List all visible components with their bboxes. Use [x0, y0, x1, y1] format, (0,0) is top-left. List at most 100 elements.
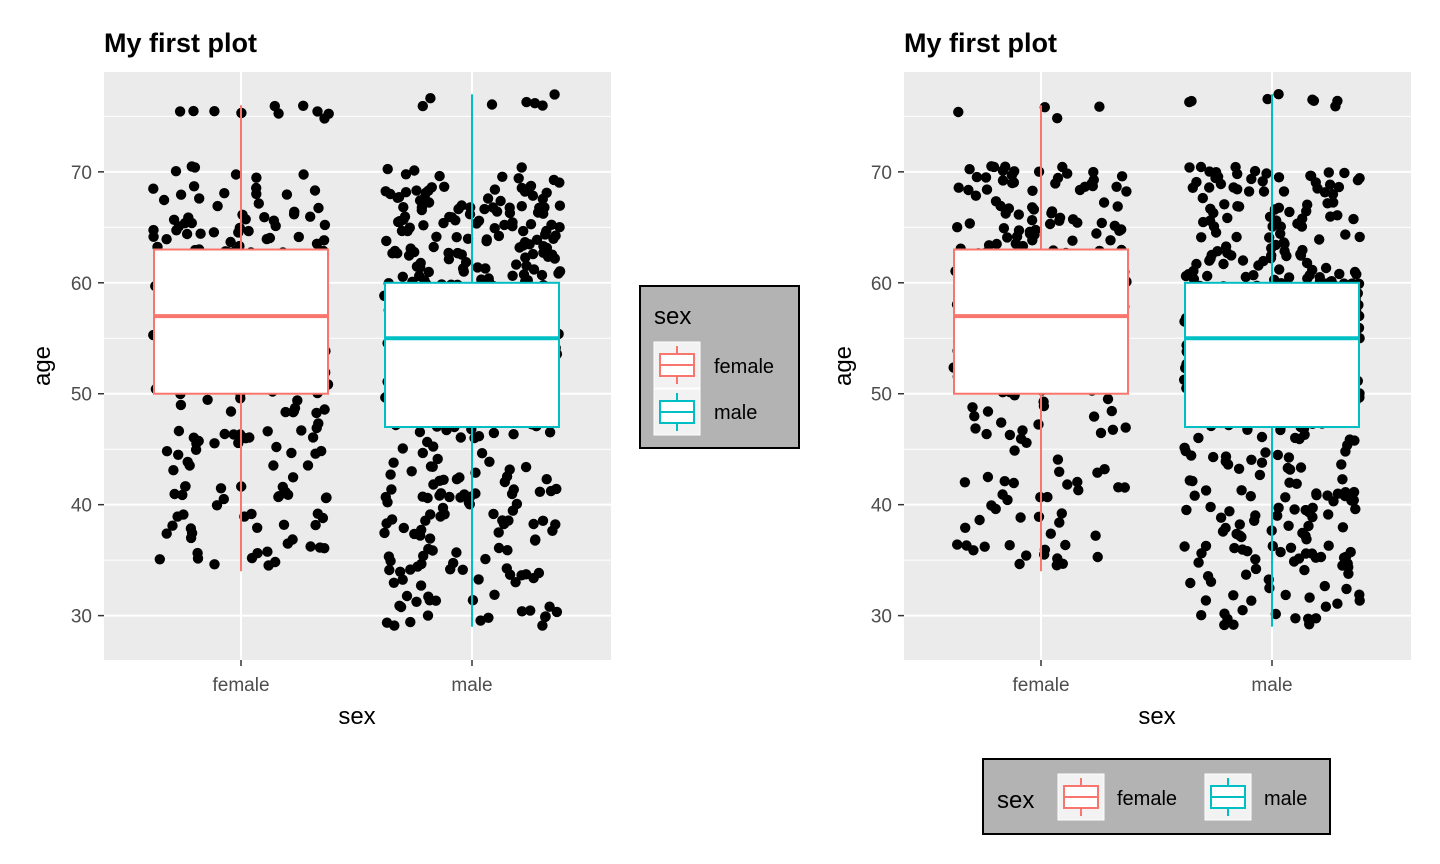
jitter-point: [1354, 231, 1365, 243]
jitter-point: [508, 484, 519, 495]
jitter-point: [316, 445, 327, 457]
jitter-point: [273, 108, 284, 119]
jitter-point: [225, 236, 236, 248]
jitter-point: [495, 195, 506, 207]
jitter-point: [473, 574, 484, 585]
jitter-point: [298, 169, 309, 180]
jitter-point: [175, 399, 187, 411]
jitter-point: [1250, 554, 1261, 565]
jitter-point: [974, 514, 985, 526]
jitter-point: [1296, 221, 1308, 232]
jitter-point: [1336, 459, 1347, 470]
jitter-point: [389, 245, 401, 257]
jitter-point: [307, 432, 319, 443]
jitter-point: [186, 527, 198, 539]
y-ticks-left: 30 40 50 60 70: [71, 163, 104, 628]
legend-right: sex female male: [639, 285, 800, 449]
legend-right-label-female: female: [714, 356, 774, 378]
jitter-point: [1185, 577, 1196, 589]
jitter-point: [1272, 510, 1283, 521]
jitter-point: [1283, 520, 1294, 531]
jitter-point: [964, 218, 975, 229]
jitter-point: [1039, 102, 1051, 113]
jitter-point: [451, 547, 462, 558]
jitter-point: [519, 186, 531, 197]
boxes-right: [953, 94, 1360, 627]
jitter-point: [180, 481, 191, 492]
jitter-point: [409, 246, 420, 258]
jitter-point: [1322, 198, 1333, 209]
jitter-point: [211, 500, 223, 511]
jitter-point: [411, 185, 422, 196]
jitter-point: [1236, 485, 1247, 496]
jitter-point: [476, 448, 488, 459]
jitter-point: [475, 615, 486, 626]
jitter-point: [1046, 208, 1057, 219]
jitter-point: [549, 253, 560, 264]
jitter-point: [1112, 201, 1123, 212]
jitter-point: [998, 223, 1010, 234]
jitter-point: [1233, 463, 1245, 474]
jitter-point: [167, 520, 178, 531]
jitter-point: [318, 235, 330, 246]
jitter-point: [1009, 445, 1020, 456]
jitter-point: [1237, 255, 1249, 266]
jitter-point: [312, 106, 323, 117]
jitter-point: [401, 590, 413, 602]
jitter-point: [381, 617, 393, 628]
jitter-point: [1099, 464, 1110, 475]
jitter-point: [1290, 613, 1301, 624]
jitter-point: [246, 552, 258, 564]
jitter-point: [296, 425, 307, 436]
y-tick-label: 40: [71, 496, 92, 517]
legend-right-label-male: male: [714, 402, 757, 424]
y-axis-title-right: age: [830, 346, 857, 386]
jitter-point: [1308, 95, 1320, 107]
jitter-point: [1279, 238, 1290, 250]
jitter-point: [1098, 197, 1110, 208]
jitter-point: [434, 170, 445, 182]
jitter-point: [416, 202, 428, 213]
jitter-point: [383, 551, 395, 562]
jitter-point: [1245, 491, 1257, 502]
jitter-point: [952, 222, 963, 233]
jitter-point: [1275, 221, 1287, 232]
jitter-point: [438, 474, 449, 485]
jitter-point: [1284, 477, 1295, 488]
jitter-point: [280, 406, 291, 418]
jitter-point: [504, 207, 516, 219]
box-body-female: [953, 248, 1129, 395]
jitter-point: [551, 606, 563, 618]
jitter-point: [1275, 546, 1286, 558]
jitter-point: [439, 181, 450, 192]
jitter-point: [1349, 266, 1361, 278]
jitter-point: [1210, 167, 1222, 178]
jitter-point: [1013, 209, 1024, 220]
jitter-point: [415, 580, 427, 591]
jitter-point: [1234, 519, 1246, 530]
jitter-point: [1350, 503, 1361, 515]
jitter-point: [230, 169, 242, 180]
jitter-point: [1002, 232, 1013, 243]
jitter-point: [397, 271, 408, 282]
jitter-point: [194, 193, 205, 204]
jitter-point: [999, 476, 1010, 487]
jitter-point: [209, 559, 220, 570]
jitter-point: [398, 202, 409, 213]
jitter-point: [311, 422, 322, 434]
jitter-point: [1002, 494, 1013, 506]
y-ticks-right: 30 40 50 60 70: [871, 163, 904, 628]
jitter-point: [1202, 270, 1213, 282]
jitter-point: [959, 477, 971, 488]
jitter-point: [451, 232, 462, 243]
jitter-point: [209, 106, 220, 117]
jitter-point: [1111, 181, 1122, 192]
jitter-point: [1033, 511, 1045, 522]
jitter-point: [1256, 457, 1268, 468]
jitter-point: [507, 270, 518, 281]
legend-bottom-key-male: [1204, 773, 1252, 821]
jitter-point: [424, 533, 436, 544]
